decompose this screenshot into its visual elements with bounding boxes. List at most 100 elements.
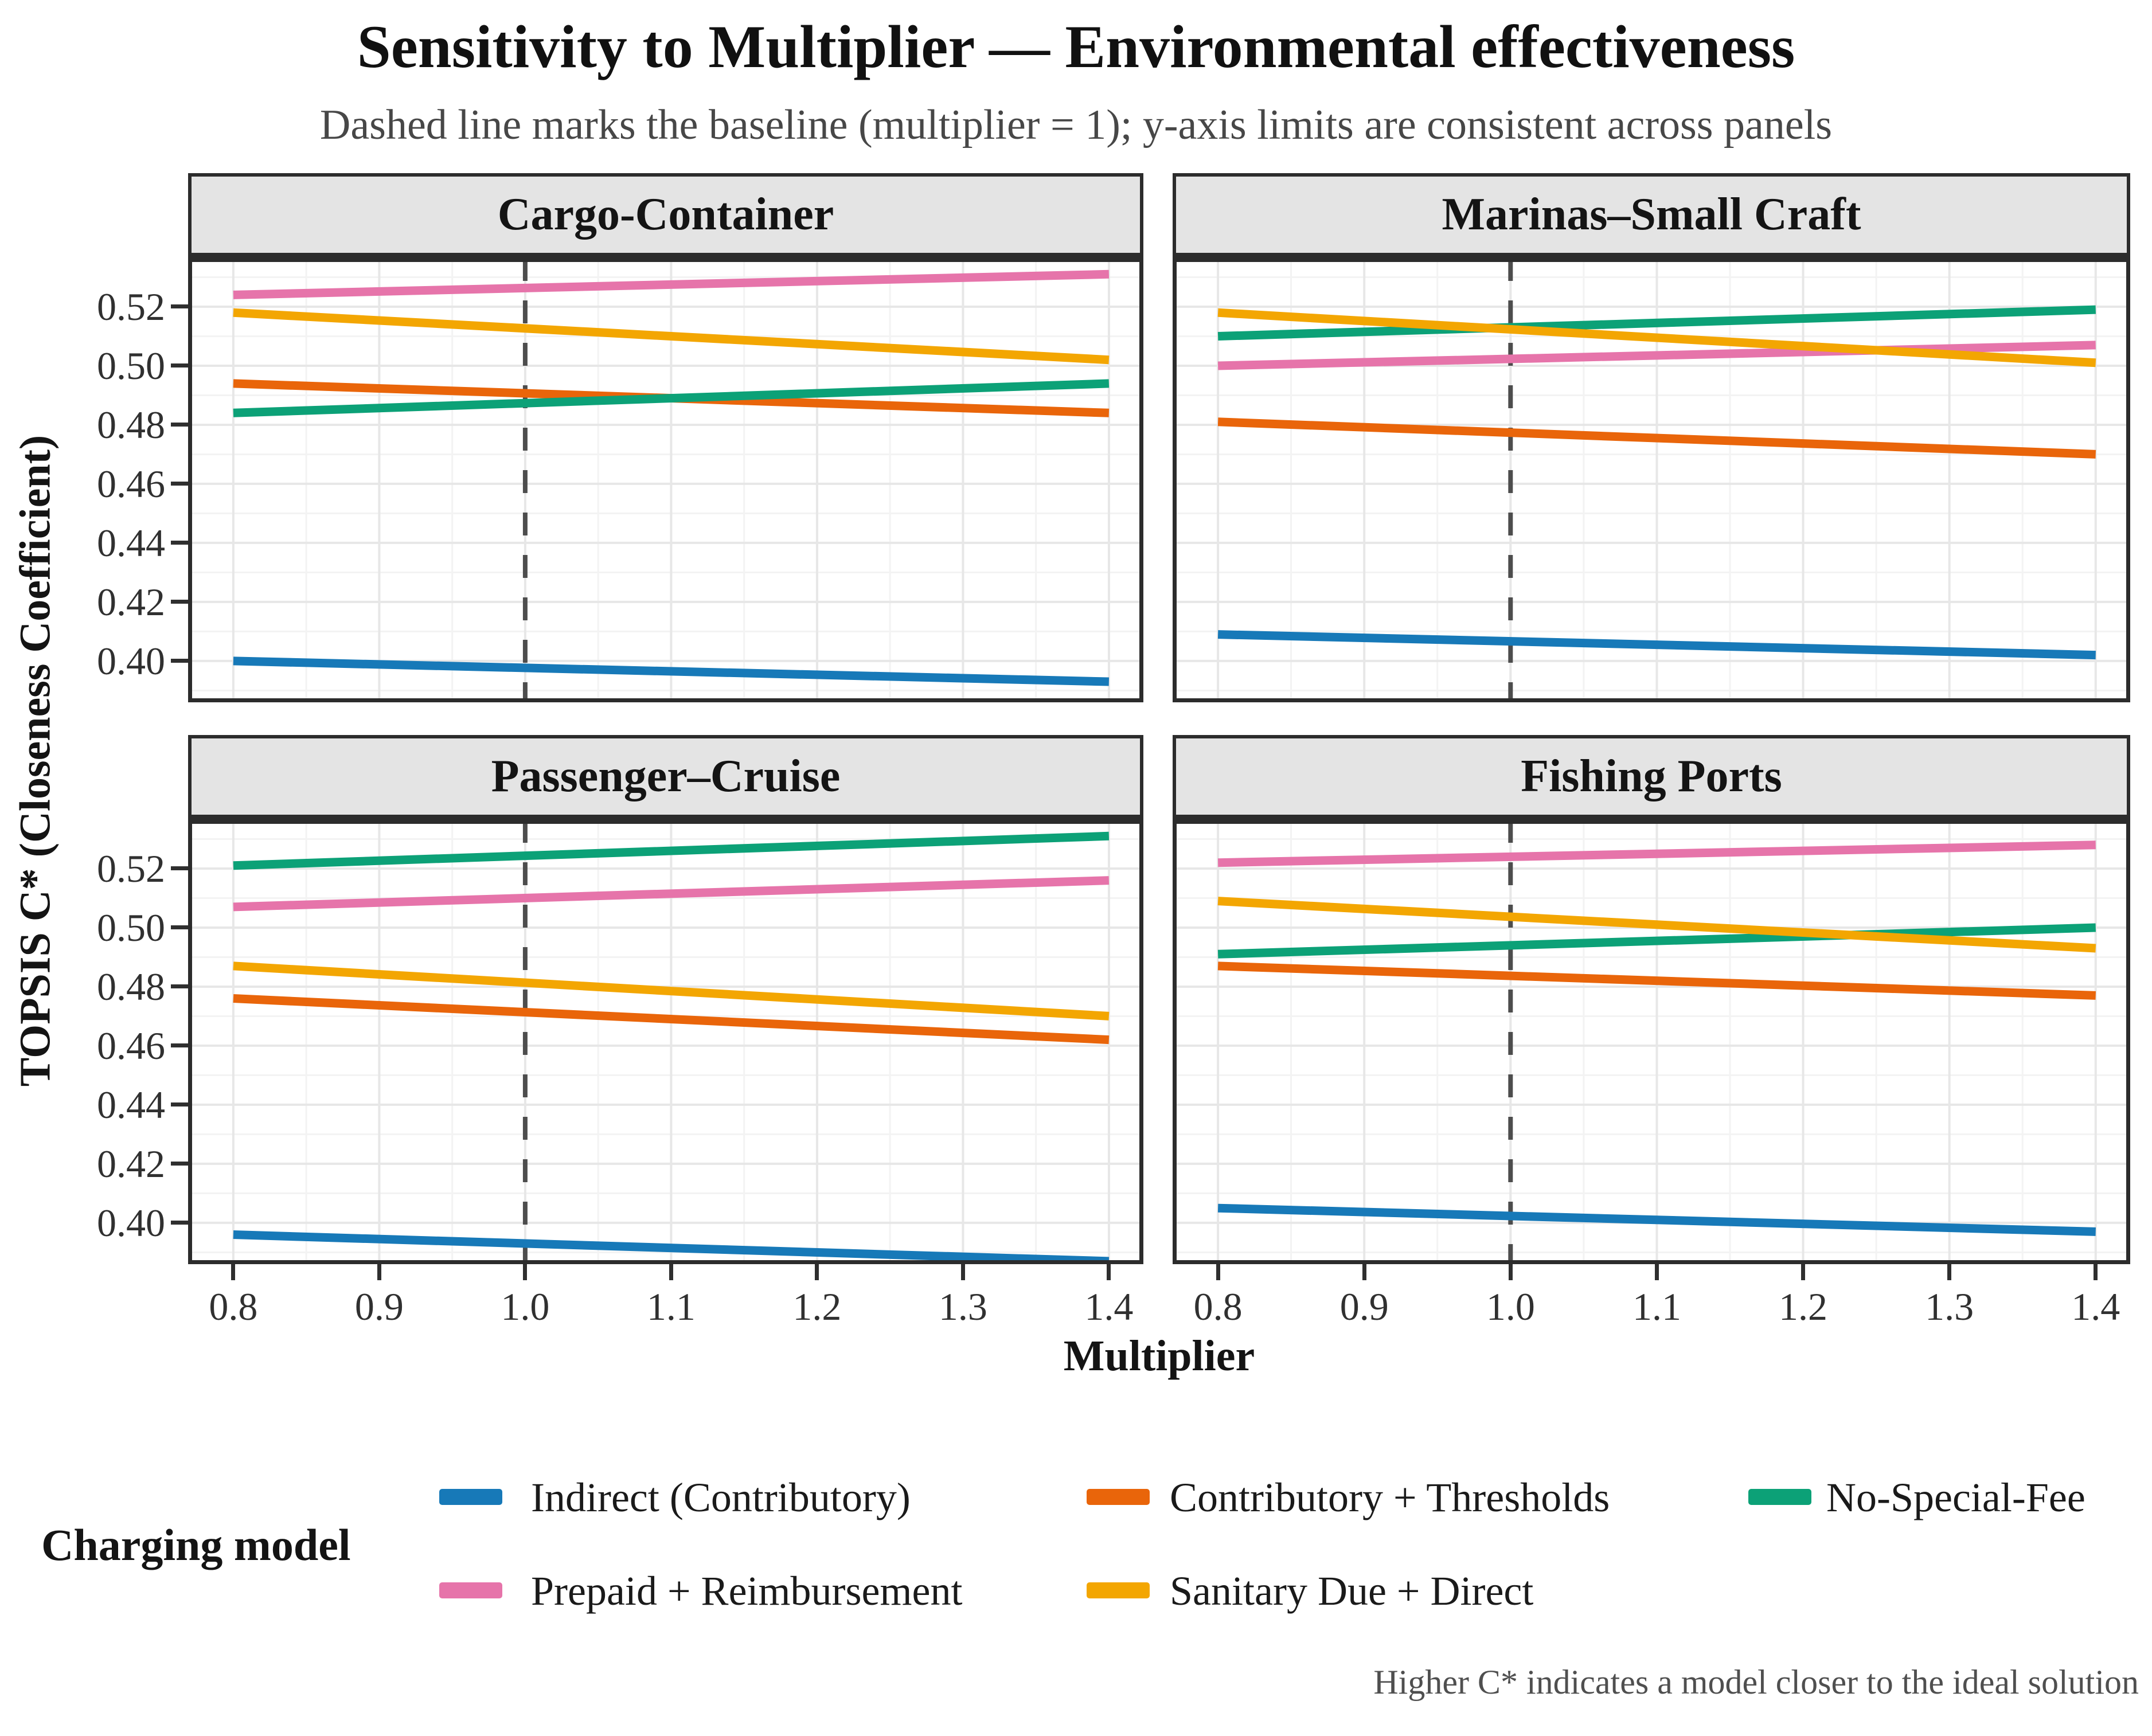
series-line-indirect-contributory xyxy=(1217,630,2096,660)
y-axis-tick xyxy=(171,659,188,663)
y-axis-tick-label: 0.40 xyxy=(97,639,165,683)
x-axis-tick-label: 1.1 xyxy=(1632,1285,1681,1328)
chart-caption: Higher C* indicates a model closer to th… xyxy=(1373,1663,2139,1701)
x-axis-tick xyxy=(1654,1264,1659,1280)
y-axis-tick-label: 0.44 xyxy=(97,521,165,565)
panel-plot-cargo-container xyxy=(188,258,1143,702)
y-axis-tick-label: 0.48 xyxy=(97,964,165,1008)
y-axis-tick-label: 0.40 xyxy=(97,1201,165,1245)
y-axis-tick-label: 0.46 xyxy=(97,1023,165,1068)
series-line-indirect-contributory xyxy=(233,656,1110,686)
panel-border xyxy=(188,258,1143,702)
x-axis-tick xyxy=(1216,1264,1220,1280)
legend-key-indirect-contributory xyxy=(439,1489,502,1505)
panel-border xyxy=(1173,258,2130,702)
panel-plot-fishing-ports xyxy=(1173,820,2130,1264)
x-axis-title: Multiplier xyxy=(1063,1332,1255,1380)
panel-border xyxy=(1173,820,2130,1264)
x-axis-tick xyxy=(1508,1264,1513,1280)
y-axis-tick xyxy=(171,1221,188,1225)
x-axis-tick xyxy=(1362,1264,1366,1280)
series-line-sanitary-due-direct xyxy=(233,961,1110,1021)
legend-key-no-special-fee xyxy=(1748,1489,1811,1505)
series-line-no-special-fee xyxy=(233,831,1110,870)
x-axis-tick xyxy=(1947,1264,1952,1280)
series-line-prepaid-reimbursement xyxy=(233,876,1110,912)
series-line-prepaid-reimbursement xyxy=(1217,341,2096,370)
x-axis-tick xyxy=(669,1264,673,1280)
x-axis-tick xyxy=(2094,1264,2098,1280)
x-axis-tick xyxy=(1801,1264,1806,1280)
y-axis-tick xyxy=(171,925,188,930)
facet-strip-cargo-container: Cargo-Container xyxy=(188,173,1143,258)
panel-plot-passenger-cruise xyxy=(188,820,1143,1264)
legend-key-sanitary-due-direct xyxy=(1087,1582,1150,1598)
series-line-no-special-fee xyxy=(233,379,1110,417)
y-axis-tick-label: 0.50 xyxy=(97,343,165,388)
legend-label-sanitary-due-direct: Sanitary Due + Direct xyxy=(1170,1568,1534,1614)
series-line-no-special-fee xyxy=(1217,923,2096,959)
series-line-contributory-thresholds xyxy=(233,994,1110,1045)
x-axis-tick xyxy=(815,1264,819,1280)
x-axis-tick-label: 1.2 xyxy=(1779,1285,1828,1328)
x-axis-tick-label: 1.4 xyxy=(1084,1285,1134,1328)
legend-label-prepaid-reimbursement: Prepaid + Reimbursement xyxy=(531,1568,963,1614)
facet-strip-label: Cargo-Container xyxy=(497,189,834,240)
facet-strip-fishing-ports: Fishing Ports xyxy=(1173,735,2130,820)
legend-label-indirect-contributory: Indirect (Contributory) xyxy=(531,1475,911,1520)
y-axis-tick xyxy=(171,304,188,309)
x-axis-tick-label: 0.9 xyxy=(354,1285,404,1328)
y-axis-tick xyxy=(171,984,188,989)
legend-key-contributory-thresholds xyxy=(1087,1489,1150,1505)
series-line-indirect-contributory xyxy=(1217,1203,2096,1236)
y-axis-tick-label: 0.42 xyxy=(97,1141,165,1186)
legend-key-prepaid-reimbursement xyxy=(439,1582,502,1598)
series-line-contributory-thresholds xyxy=(1217,417,2096,459)
x-axis-tick-label: 1.2 xyxy=(792,1285,842,1328)
x-axis-tick-label: 1.3 xyxy=(938,1285,987,1328)
y-axis-tick xyxy=(171,363,188,368)
chart-subtitle: Dashed line marks the baseline (multipli… xyxy=(319,101,1833,148)
series-line-sanitary-due-direct xyxy=(233,308,1110,365)
legend-title: Charging model xyxy=(41,1520,351,1570)
x-axis-tick-label: 1.1 xyxy=(646,1285,696,1328)
x-axis-tick-label: 0.8 xyxy=(1193,1285,1243,1328)
y-axis-tick xyxy=(171,423,188,427)
y-axis-tick-label: 0.46 xyxy=(97,462,165,506)
x-axis-tick-label: 0.8 xyxy=(209,1285,258,1328)
facet-strip-label: Passenger–Cruise xyxy=(491,751,841,801)
x-axis-tick xyxy=(1107,1264,1111,1280)
y-axis-tick-label: 0.48 xyxy=(97,402,165,447)
y-axis-tick-label: 0.52 xyxy=(97,846,165,890)
series-line-prepaid-reimbursement xyxy=(1217,840,2096,867)
series-line-prepaid-reimbursement xyxy=(233,269,1110,299)
panel-plot-marinas-small-craft xyxy=(1173,258,2130,702)
x-axis-tick xyxy=(231,1264,236,1280)
series-line-no-special-fee xyxy=(1217,305,2096,341)
chart-title: Sensitivity to Multiplier — Environmenta… xyxy=(357,13,1795,80)
series-line-indirect-contributory xyxy=(233,1230,1110,1264)
x-axis-tick-label: 1.0 xyxy=(1486,1285,1535,1328)
series-line-sanitary-due-direct xyxy=(1217,897,2096,953)
x-axis-tick-label: 0.9 xyxy=(1339,1285,1389,1328)
series-line-contributory-thresholds xyxy=(1217,961,2096,1000)
y-axis-tick xyxy=(171,1043,188,1048)
x-axis-tick xyxy=(377,1264,381,1280)
facet-strip-passenger-cruise: Passenger–Cruise xyxy=(188,735,1143,820)
facet-strip-label: Fishing Ports xyxy=(1521,751,1782,801)
x-axis-tick-label: 1.0 xyxy=(501,1285,550,1328)
y-axis-tick-label: 0.44 xyxy=(97,1082,165,1127)
y-axis-tick xyxy=(171,541,188,545)
y-axis-tick xyxy=(171,600,188,604)
x-axis-tick-label: 1.3 xyxy=(1925,1285,1974,1328)
y-axis-tick xyxy=(171,866,188,871)
x-axis-tick xyxy=(523,1264,528,1280)
series-line-sanitary-due-direct xyxy=(1217,308,2096,367)
x-axis-tick-label: 1.4 xyxy=(2071,1285,2120,1328)
y-axis-tick-label: 0.52 xyxy=(97,284,165,329)
legend-label-no-special-fee: No-Special-Fee xyxy=(1826,1475,2085,1520)
y-axis-tick xyxy=(171,1162,188,1166)
y-axis-tick-label: 0.42 xyxy=(97,580,165,624)
legend-label-contributory-thresholds: Contributory + Thresholds xyxy=(1170,1475,1610,1520)
